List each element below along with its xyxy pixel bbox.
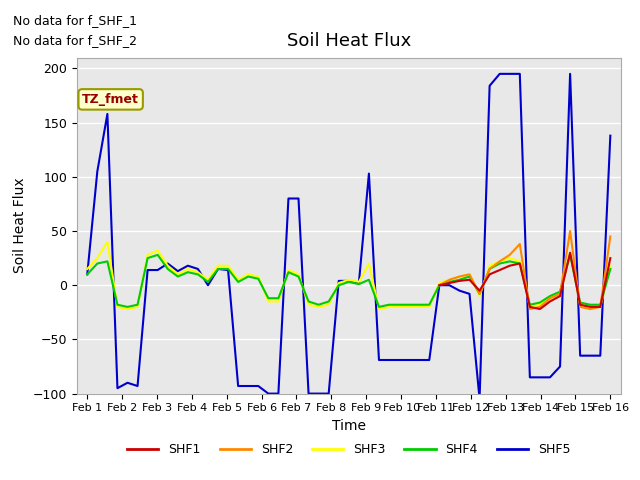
Text: TZ_fmet: TZ_fmet xyxy=(82,93,139,106)
Text: No data for f_SHF_1: No data for f_SHF_1 xyxy=(13,14,137,27)
Title: Soil Heat Flux: Soil Heat Flux xyxy=(287,33,411,50)
X-axis label: Time: Time xyxy=(332,419,366,433)
Text: No data for f_SHF_2: No data for f_SHF_2 xyxy=(13,34,137,47)
Legend: SHF1, SHF2, SHF3, SHF4, SHF5: SHF1, SHF2, SHF3, SHF4, SHF5 xyxy=(122,438,575,461)
Y-axis label: Soil Heat Flux: Soil Heat Flux xyxy=(13,178,27,274)
